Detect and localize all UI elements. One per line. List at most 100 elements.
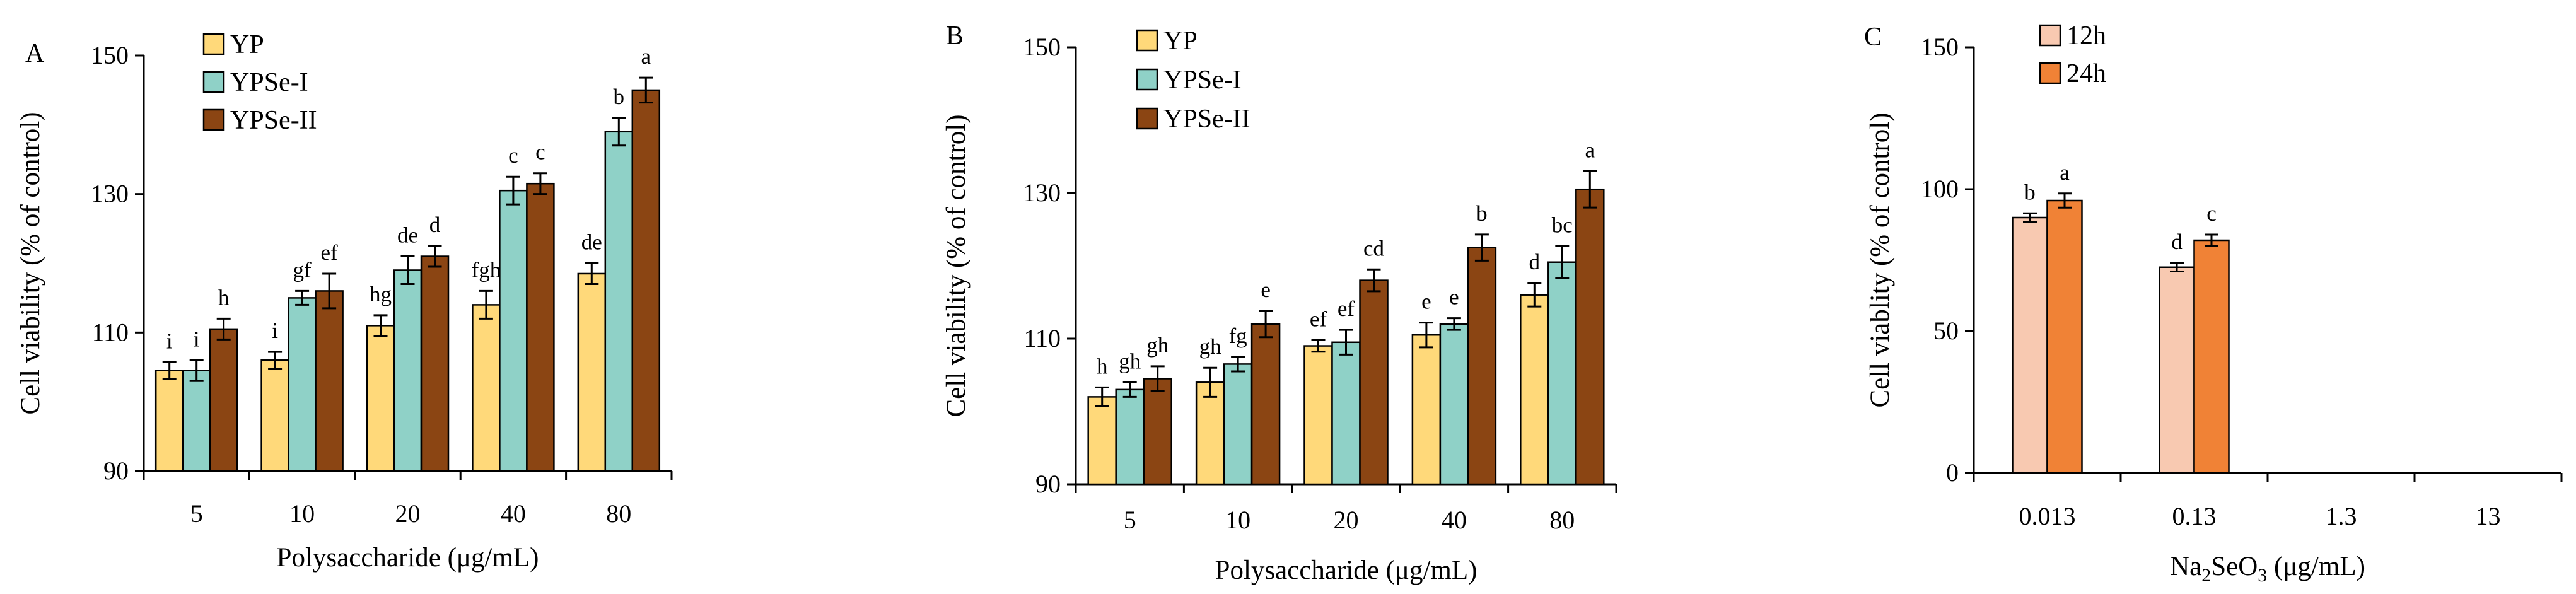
bar [1250,323,1281,486]
x-tick-label: 40 [1442,506,1467,534]
significance-label: de [581,230,602,255]
x-tick-label: 20 [1334,506,1359,534]
significance-label: c [2206,201,2217,226]
legend-label: 24h [2066,59,2106,88]
significance-label: ef [1310,306,1327,331]
panel-letter: A [25,39,45,68]
y-axis-title: Cell viablity (% of control) [1865,112,1895,407]
y-tick-label: 150 [91,41,129,69]
significance-label: fg [1229,323,1247,348]
bar [604,131,634,472]
panel-letter: B [946,21,964,50]
significance-label: gh [1199,334,1222,359]
legend-label: YP [1163,26,1198,55]
bar [1467,247,1497,486]
x-axis-title-part: Na [2170,552,2201,581]
significance-label: fgh [472,257,501,282]
bar [2046,199,2083,474]
significance-label: d [1529,250,1541,274]
legend-label: YP [230,30,264,59]
legend-swatch [1136,68,1158,91]
bar [1547,261,1577,486]
significance-label: b [1476,201,1488,226]
y-tick-label: 50 [1933,317,1959,345]
significance-label: h [218,285,230,310]
significance-label: a [1585,137,1595,162]
significance-label: de [397,223,418,248]
x-axis-title-part: 3 [2258,565,2267,586]
x-tick-label: 40 [501,499,526,528]
legend-swatch [2039,62,2061,84]
y-tick-label: 150 [1921,33,1959,61]
legend-swatch [202,33,225,55]
significance-label: ef [320,240,338,265]
bar [2159,266,2195,474]
legend-label: YPSe-I [230,68,308,97]
significance-label: c [508,143,518,168]
legend-label: YPSe-II [230,106,317,135]
significance-label: a [641,44,651,69]
bar [2012,216,2048,474]
bar [420,255,450,472]
bar [182,370,211,472]
significance-label: gf [293,257,312,282]
x-tick-label: 80 [1549,506,1575,534]
significance-label: cd [1363,236,1385,260]
x-tick-label: 13 [2476,502,2501,530]
significance-label: c [535,140,545,165]
significance-label: gh [1119,349,1141,373]
significance-label: e [1421,289,1431,314]
bar [499,189,528,472]
significance-label: i [166,329,173,354]
y-tick-label: 90 [103,457,129,485]
bar [1331,341,1361,486]
bar [1575,188,1605,486]
significance-label: i [194,327,200,351]
bar [1303,345,1333,486]
bar [1223,363,1253,486]
bar [1520,294,1549,486]
bar [2193,239,2230,474]
x-tick-label: 5 [1124,506,1136,534]
x-tick-label: 10 [289,499,315,528]
x-tick-label: 0.13 [2172,502,2217,530]
significance-label: i [272,318,278,343]
y-axis-title: Cell viability (% of control) [941,114,971,417]
significance-label: a [2060,160,2070,185]
x-tick-label: 20 [395,499,421,528]
bar [288,297,317,472]
bar [209,328,238,472]
bar [526,182,555,472]
significance-label: d [429,213,441,237]
panel-c: C 0 50 100 150 0.013 0.13 1.3 13 b d a c Cell viablit… [1864,21,2563,586]
y-tick-label: 0 [1946,458,1959,487]
x-axis-title: Polysaccharide (μg/mL) [277,543,539,573]
significance-label: e [1449,285,1459,310]
bar [1439,323,1469,486]
legend-swatch [202,108,225,131]
bar [154,370,184,472]
y-tick-label: 90 [1035,470,1061,498]
y-tick-label: 110 [1023,324,1061,352]
x-axis-title-part: (μg/mL) [2267,552,2365,581]
x-tick-label: 5 [190,499,203,528]
significance-label: b [614,84,625,109]
bar [1087,396,1117,486]
x-axis-title: Na2SeO3 (μg/mL) [2170,552,2365,586]
bar [1359,279,1389,486]
significance-label: d [2171,230,2183,254]
bar [1195,381,1225,486]
legend-label: YPSe-I [1163,66,1242,95]
bar [1411,334,1442,486]
y-tick-label: 130 [1023,178,1061,207]
legend-swatch [1136,107,1158,130]
x-tick-label: 1.3 [2326,502,2357,530]
significance-label: b [2024,180,2036,204]
panel-letter: C [1864,23,1882,52]
bar [260,359,289,472]
bar [631,89,661,472]
significance-label: ef [1338,296,1355,321]
